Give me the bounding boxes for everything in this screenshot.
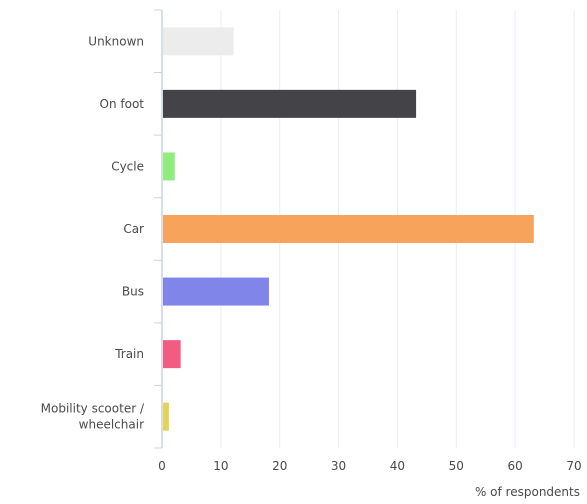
bar-train bbox=[163, 340, 181, 369]
category-label: On foot bbox=[100, 97, 145, 111]
x-tick-label: 10 bbox=[213, 459, 228, 473]
category-label: Bus bbox=[122, 285, 144, 299]
x-tick-label: 30 bbox=[331, 459, 346, 473]
category-label: Cycle bbox=[111, 159, 144, 173]
bar-bus bbox=[163, 277, 269, 306]
category-label: Train bbox=[114, 347, 144, 361]
bar-car bbox=[163, 215, 534, 243]
bar-on-foot bbox=[163, 89, 417, 118]
x-tick-label: 0 bbox=[158, 459, 166, 473]
category-label: Mobility scooter / bbox=[41, 402, 145, 416]
bar-cycle bbox=[163, 152, 175, 181]
bars bbox=[163, 27, 534, 431]
category-labels: Unknown On foot Cycle Car Bus Train Mobility s… bbox=[41, 34, 145, 431]
x-tick-label: 60 bbox=[508, 459, 523, 473]
x-axis-ticks: 0 10 20 30 40 50 60 70 bbox=[158, 459, 581, 473]
x-tick-label: 20 bbox=[272, 459, 287, 473]
category-label: Unknown bbox=[88, 34, 144, 48]
category-label: Car bbox=[123, 222, 144, 236]
x-tick-label: 70 bbox=[566, 459, 581, 473]
x-tick-label: 50 bbox=[449, 459, 464, 473]
category-label: wheelchair bbox=[79, 418, 144, 432]
x-axis-label: % of respondents bbox=[475, 485, 580, 499]
category-axis bbox=[154, 9, 163, 449]
bar-unknown bbox=[163, 27, 234, 56]
bar-mobility-scooter-wheelchair bbox=[163, 402, 169, 431]
x-tick-label: 40 bbox=[390, 459, 405, 473]
